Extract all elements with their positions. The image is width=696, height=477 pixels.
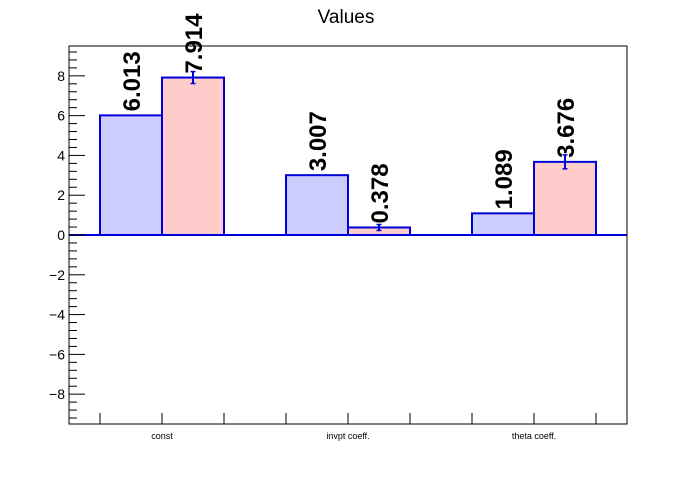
chart-title: Values xyxy=(318,7,375,28)
bar-series1-theta-coeff xyxy=(471,212,535,236)
bar-series1-invpt-coeff xyxy=(285,174,349,237)
data-label: 3.676 xyxy=(553,98,580,158)
data-label: 7.914 xyxy=(181,13,208,74)
x-tick-label: theta coeff. xyxy=(512,431,556,441)
data-label: 3.007 xyxy=(305,111,332,171)
y-tick-label: 8 xyxy=(57,68,65,84)
y-tick-label: 4 xyxy=(57,147,65,163)
x-tick-label: invpt coeff. xyxy=(326,431,369,441)
x-axis: const invpt coeff. theta coeff. xyxy=(99,413,597,441)
data-labels-layer: 6.013 3.007 1.089 7.914 0.378 3.676 xyxy=(119,13,580,224)
y-tick-label: −2 xyxy=(49,267,65,283)
y-tick-label: 6 xyxy=(57,108,65,124)
y-tick-label: −8 xyxy=(49,386,65,402)
data-label: 6.013 xyxy=(119,51,146,111)
bars-layer xyxy=(99,76,597,237)
y-tick-label: −4 xyxy=(49,307,65,323)
y-tick-label: 2 xyxy=(57,187,65,203)
bar-series2-const xyxy=(161,76,225,236)
data-label: 0.378 xyxy=(367,163,394,223)
y-tick-label: −6 xyxy=(49,346,65,362)
bar-series1-const xyxy=(99,114,163,236)
y-tick-label: 0 xyxy=(57,227,65,243)
bar-series2-theta-coeff xyxy=(533,160,597,236)
y-axis: −8 −6 −4 −2 0 2 4 6 8 xyxy=(49,51,85,419)
error-bars-layer xyxy=(190,70,568,232)
data-label: 1.089 xyxy=(491,149,518,209)
x-tick-label: const xyxy=(151,431,173,441)
